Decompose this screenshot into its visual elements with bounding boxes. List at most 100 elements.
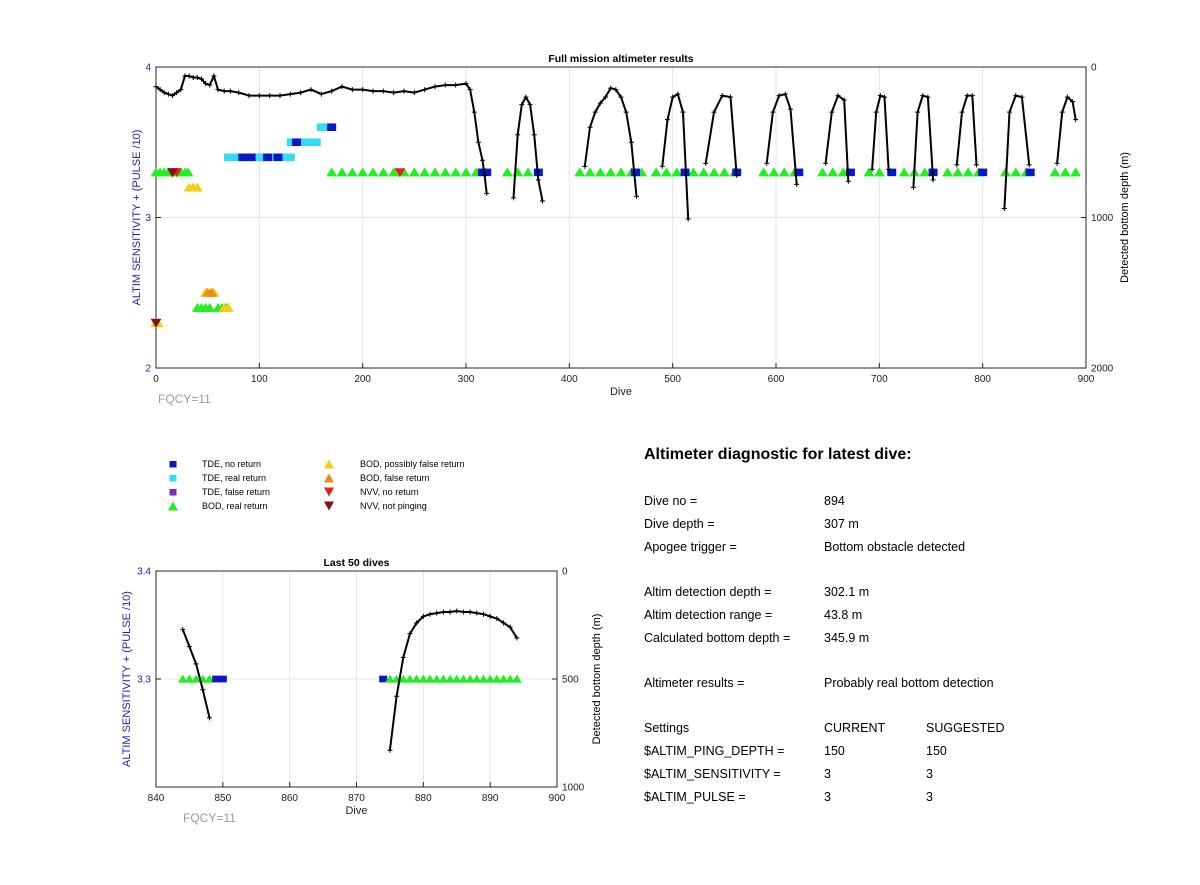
depth-point bbox=[613, 87, 619, 93]
x-tick-label: 100 bbox=[251, 374, 268, 385]
x-tick-label: 300 bbox=[458, 374, 475, 385]
marker-bod_real_return bbox=[346, 167, 358, 177]
marker-bod_real_return bbox=[512, 167, 524, 177]
depth-point bbox=[407, 631, 413, 637]
depth-point bbox=[329, 88, 335, 94]
depth-point bbox=[482, 172, 488, 178]
marker-bod_real_return bbox=[182, 167, 194, 177]
depth-point bbox=[454, 608, 460, 614]
marker-bod_real_return bbox=[184, 674, 195, 683]
marker-bod_real_return bbox=[492, 674, 502, 683]
depth-point bbox=[287, 91, 293, 97]
marker-bod_real_return bbox=[952, 167, 964, 177]
depth-point bbox=[711, 109, 717, 115]
legend-symbol-svg bbox=[324, 501, 334, 511]
marker-bod_real_return bbox=[919, 167, 931, 177]
marker-tde_no_return bbox=[887, 168, 897, 177]
marker-bod_real_return bbox=[458, 674, 469, 683]
depth-point bbox=[467, 609, 473, 615]
depth-point bbox=[174, 90, 180, 96]
marker-bod_real_return bbox=[574, 167, 586, 177]
legend-label: NVV, no return bbox=[360, 487, 419, 497]
diag-label: $ALTIM_PING_DEPTH = bbox=[644, 744, 785, 758]
marker-bod_real_return bbox=[671, 167, 683, 177]
marker-tde_no_return bbox=[379, 675, 388, 683]
depth-point bbox=[930, 177, 936, 183]
depth-point bbox=[776, 93, 782, 99]
marker-bod_real_return bbox=[1070, 167, 1082, 177]
depth-point bbox=[511, 195, 517, 201]
diag-current: 43.8 m bbox=[824, 608, 863, 622]
depth-point bbox=[186, 644, 192, 650]
marker-bod_real_return bbox=[438, 674, 449, 683]
depth-line bbox=[704, 94, 738, 176]
marker-bod_real_return bbox=[465, 674, 475, 683]
marker-bod_real_return bbox=[817, 167, 828, 177]
x-tick-label: 700 bbox=[871, 374, 888, 385]
marker-tde_real_return bbox=[301, 138, 311, 147]
depth-line bbox=[512, 95, 544, 202]
marker-bod_real_return bbox=[191, 674, 201, 683]
depth-point bbox=[703, 160, 709, 166]
marker-tde_no_return bbox=[238, 153, 248, 162]
depth-point bbox=[471, 109, 477, 115]
y-tick-label: 2 bbox=[145, 364, 151, 375]
marker-bod_real_return bbox=[425, 674, 435, 683]
marker-tde_no_return bbox=[630, 168, 640, 177]
diag-label: Dive depth = bbox=[644, 517, 715, 531]
depth-point bbox=[475, 139, 481, 145]
legend-marker bbox=[169, 489, 177, 496]
marker-bod_real_return bbox=[204, 674, 215, 683]
depth-point bbox=[501, 620, 507, 626]
legend-label: TDE, real return bbox=[202, 473, 267, 483]
depth-point bbox=[380, 88, 386, 94]
depth-point bbox=[670, 94, 676, 100]
chart-title: Full mission altimeter results bbox=[548, 53, 693, 65]
legend-symbol bbox=[160, 458, 186, 470]
diag-suggested: 3 bbox=[926, 767, 933, 781]
depth-point bbox=[608, 85, 614, 91]
legend-label: BOD, false return bbox=[360, 473, 430, 483]
depth-point bbox=[823, 160, 829, 166]
marker-bod_real_return bbox=[357, 167, 369, 177]
marker-bod_real_return bbox=[863, 167, 875, 177]
legend-symbol-svg bbox=[324, 487, 334, 497]
legend-item: BOD, false return bbox=[316, 472, 430, 484]
diag-current: Bottom obstacle detected bbox=[824, 540, 966, 554]
x-tick-label: 400 bbox=[561, 374, 578, 385]
legend-symbol bbox=[160, 472, 186, 484]
legend-symbol-svg bbox=[169, 489, 177, 496]
depth-point bbox=[267, 93, 273, 99]
depth-point bbox=[194, 75, 200, 81]
depth-point bbox=[764, 160, 770, 166]
x-tick-label: 600 bbox=[768, 374, 785, 385]
depth-point bbox=[440, 609, 446, 615]
marker-bod_real_return bbox=[411, 674, 422, 683]
marker-tde_no_return bbox=[292, 138, 302, 147]
marker-bod_possibly_false bbox=[222, 302, 234, 312]
legend: TDE, no return TDE, real return TDE, fal… bbox=[160, 458, 540, 518]
legend-item: TDE, false return bbox=[160, 486, 270, 498]
depth-point bbox=[592, 109, 598, 115]
chart-title: Last 50 dives bbox=[324, 557, 390, 569]
marker-bod_real_return bbox=[942, 167, 953, 177]
depth-point bbox=[420, 613, 426, 619]
legend-label: BOD, real return bbox=[202, 501, 268, 511]
depth-point bbox=[215, 87, 221, 93]
marker-bod_real_return bbox=[615, 167, 627, 177]
depth-point bbox=[474, 610, 480, 616]
depth-point bbox=[969, 93, 975, 99]
depth-point bbox=[467, 87, 473, 93]
marker-bod_real_return bbox=[698, 167, 710, 177]
depth-point bbox=[463, 81, 469, 87]
depth-point bbox=[959, 109, 965, 115]
marker-bod_real_return bbox=[512, 674, 522, 683]
marker-bod_real_return bbox=[408, 167, 420, 177]
marker-tde_no_return bbox=[218, 675, 227, 683]
depth-point bbox=[170, 93, 176, 99]
marker-tde_real_return bbox=[311, 138, 321, 147]
marker-bod_real_return bbox=[388, 167, 400, 177]
depth-point bbox=[869, 166, 875, 172]
legend-symbol bbox=[316, 500, 342, 512]
depth-point bbox=[391, 90, 397, 96]
